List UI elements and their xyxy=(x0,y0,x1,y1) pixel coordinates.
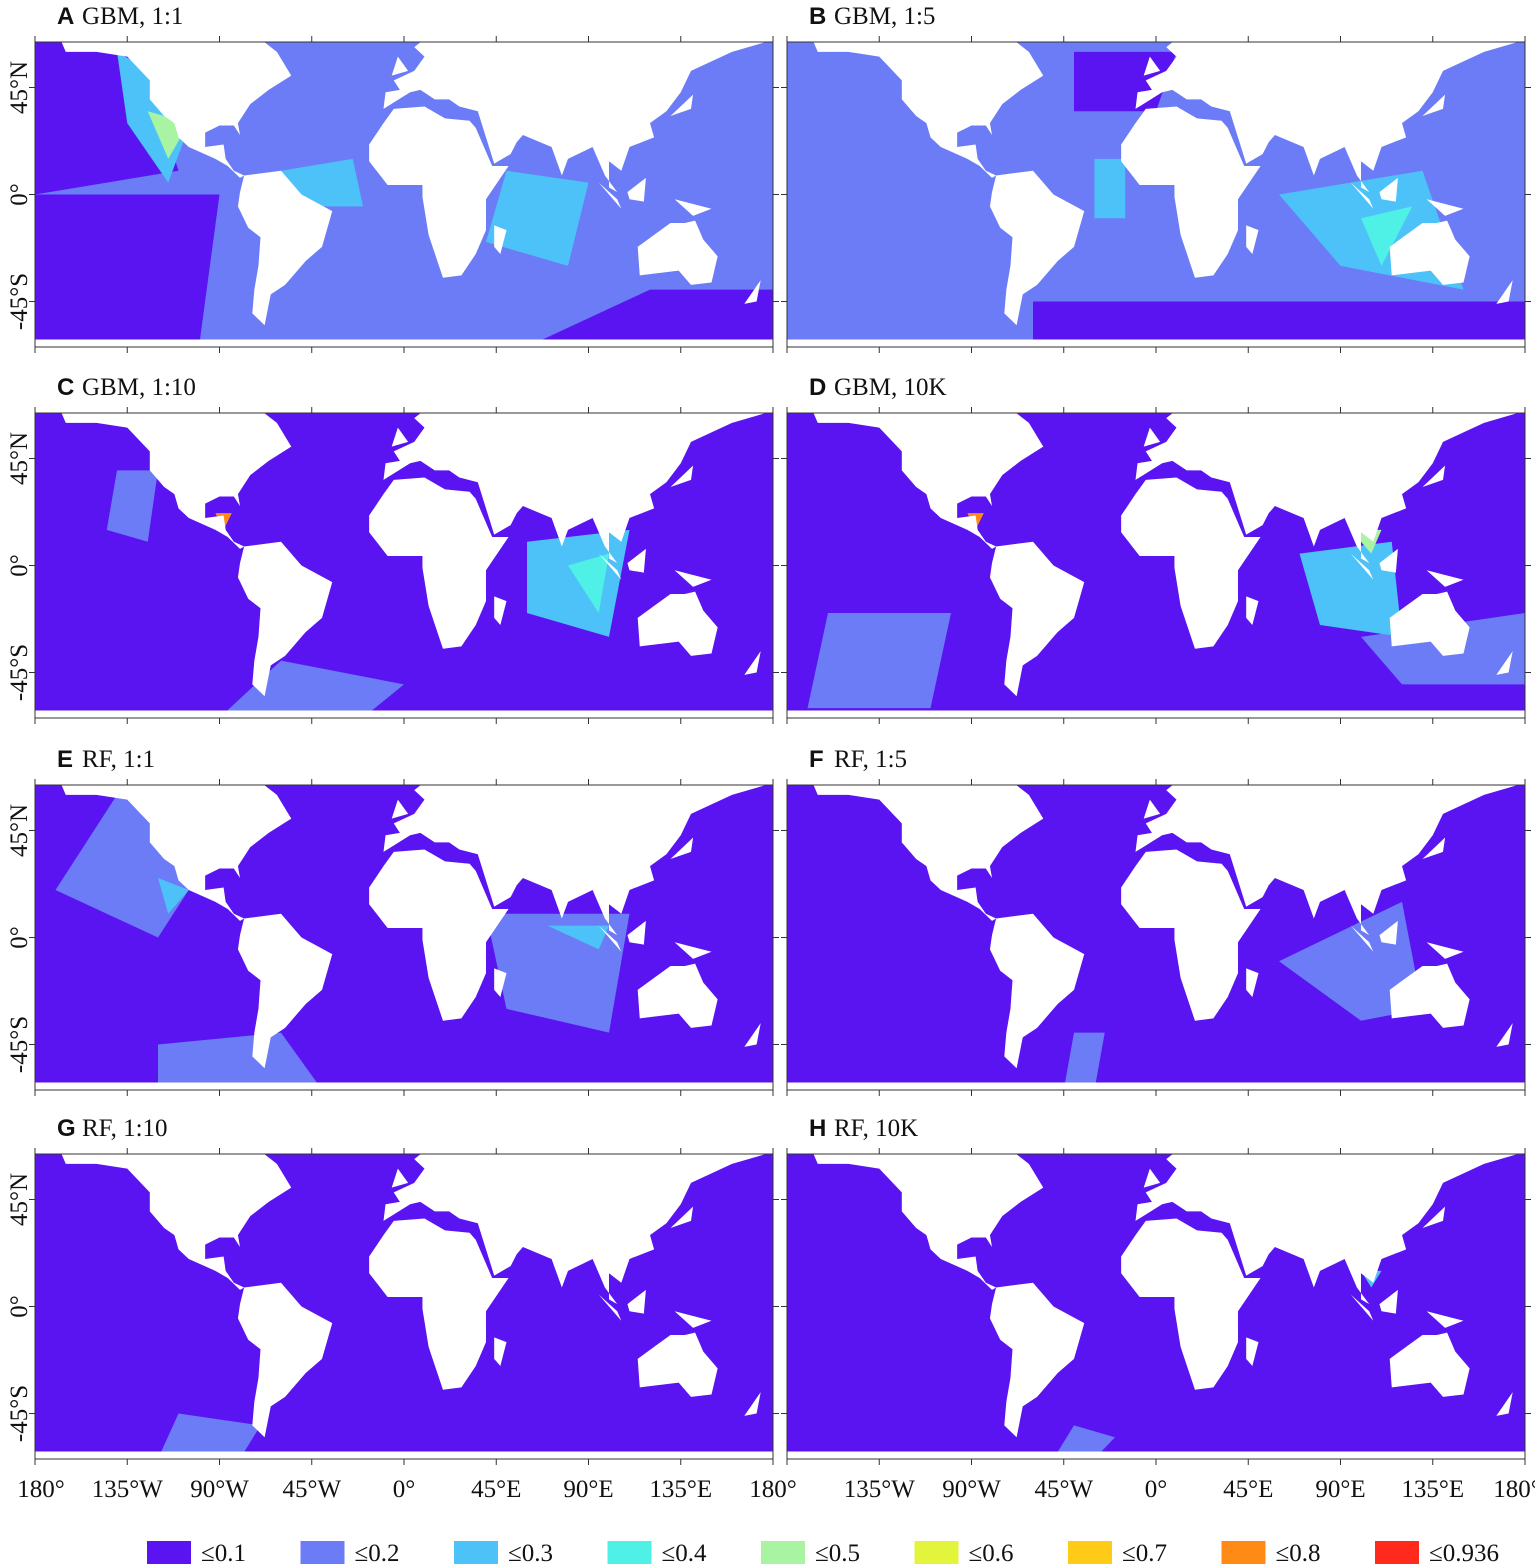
x-tick-label: 90°E xyxy=(563,1476,613,1503)
legend-label: ≤0.4 xyxy=(662,1540,707,1566)
legend-label: ≤0.936 xyxy=(1429,1540,1499,1566)
panel-title: RF, 1:10 xyxy=(82,1115,168,1142)
legend-label: ≤0.5 xyxy=(815,1540,860,1566)
y-tick-label: -45°S xyxy=(6,1385,33,1442)
x-tick-label: 135°W xyxy=(844,1476,915,1503)
ocean-region xyxy=(1361,206,1413,266)
x-tick-label: 135°E xyxy=(649,1476,712,1503)
legend-swatch xyxy=(1068,1541,1112,1564)
x-tick-label: 90°E xyxy=(1315,1476,1365,1503)
legend-label: ≤0.6 xyxy=(969,1540,1014,1566)
y-tick-label: 0° xyxy=(6,926,33,949)
x-tick-label: 180° xyxy=(1493,1476,1535,1503)
map-area xyxy=(787,42,1525,347)
x-tick-label: 45°W xyxy=(1034,1476,1093,1503)
ocean-region xyxy=(158,1032,322,1090)
panel-title: GBM, 10K xyxy=(834,374,947,401)
legend-swatch xyxy=(454,1541,498,1564)
x-tick-label: 180° xyxy=(17,1476,65,1503)
panel-title: GBM, 1:10 xyxy=(82,374,196,401)
map-panel xyxy=(781,36,1531,353)
panel-letter: D xyxy=(809,374,826,401)
legend-label: ≤0.3 xyxy=(508,1540,553,1566)
y-tick-label: -45°S xyxy=(6,1016,33,1073)
map-area xyxy=(35,1154,773,1459)
map-panel xyxy=(29,779,779,1096)
y-tick-label: 45°N xyxy=(6,432,33,485)
ocean-region xyxy=(527,289,773,347)
panel-title: RF, 10K xyxy=(834,1115,918,1142)
y-tick-label: 0° xyxy=(6,183,33,206)
y-tick-label: 45°N xyxy=(6,1173,33,1226)
panel-letter: A xyxy=(57,3,74,30)
legend-swatch xyxy=(1221,1541,1266,1564)
ocean-region xyxy=(547,925,609,950)
ocean-region xyxy=(568,553,609,614)
panel-title: GBM, 1:5 xyxy=(834,3,935,30)
ocean-region xyxy=(35,194,220,347)
x-tick-label: 135°E xyxy=(1401,1476,1464,1503)
legend-swatch xyxy=(1375,1541,1419,1564)
legend-label: ≤0.7 xyxy=(1122,1540,1167,1566)
map-area xyxy=(787,413,1525,718)
x-tick-label: 0° xyxy=(393,1476,416,1503)
ocean-region xyxy=(1094,158,1126,219)
y-tick-label: 0° xyxy=(6,1295,33,1318)
panel-letter: F xyxy=(809,746,824,773)
ocean-region xyxy=(158,878,189,914)
legend-label: ≤0.8 xyxy=(1276,1540,1321,1566)
legend-swatch xyxy=(607,1541,652,1564)
panel-letter: E xyxy=(57,746,73,773)
map-panel xyxy=(781,407,1531,724)
x-tick-label: 90°W xyxy=(190,1476,249,1503)
panel-letter: C xyxy=(57,374,74,401)
y-tick-label: 0° xyxy=(6,554,33,577)
x-tick-label: 135°W xyxy=(92,1476,163,1503)
x-tick-label: 45°W xyxy=(282,1476,341,1503)
map-panel xyxy=(29,407,779,724)
panel-title: RF, 1:1 xyxy=(82,746,155,773)
map-area xyxy=(35,42,773,347)
y-tick-label: 45°N xyxy=(6,61,33,114)
x-tick-label: 0° xyxy=(1145,1476,1168,1503)
ocean-region xyxy=(1033,301,1525,347)
map-area xyxy=(787,785,1525,1090)
ocean-region xyxy=(1299,541,1402,637)
map-area xyxy=(35,785,773,1090)
ocean-region xyxy=(486,170,589,266)
panel-letter: H xyxy=(809,1115,826,1142)
ocean-region xyxy=(106,470,158,542)
x-tick-label: 90°W xyxy=(942,1476,1001,1503)
panel-letter: B xyxy=(809,3,826,30)
map-panel xyxy=(781,779,1531,1096)
x-tick-label: 45°E xyxy=(471,1476,521,1503)
legend-label: ≤0.2 xyxy=(355,1540,400,1566)
x-tick-label: 180° xyxy=(749,1476,797,1503)
ocean-region xyxy=(158,1413,261,1459)
map-area xyxy=(787,1154,1525,1459)
legend-swatch xyxy=(147,1541,191,1564)
map-panel xyxy=(29,36,779,353)
ocean-region xyxy=(807,613,951,709)
map-area xyxy=(35,413,773,718)
panel-letter: G xyxy=(57,1115,76,1142)
panel-title: GBM, 1:1 xyxy=(82,3,183,30)
legend-label: ≤0.1 xyxy=(201,1540,246,1566)
ocean-region xyxy=(1063,1032,1105,1090)
y-tick-label: -45°S xyxy=(6,273,33,330)
map-panel xyxy=(29,1148,779,1465)
map-panel xyxy=(781,1148,1531,1465)
ocean-region xyxy=(1053,1425,1115,1459)
legend-swatch xyxy=(914,1541,959,1564)
legend-swatch xyxy=(300,1541,345,1564)
x-tick-label: 45°E xyxy=(1223,1476,1273,1503)
panel-title: RF, 1:5 xyxy=(834,746,907,773)
y-tick-label: -45°S xyxy=(6,644,33,701)
y-tick-label: 45°N xyxy=(6,804,33,857)
legend-swatch xyxy=(761,1541,805,1564)
